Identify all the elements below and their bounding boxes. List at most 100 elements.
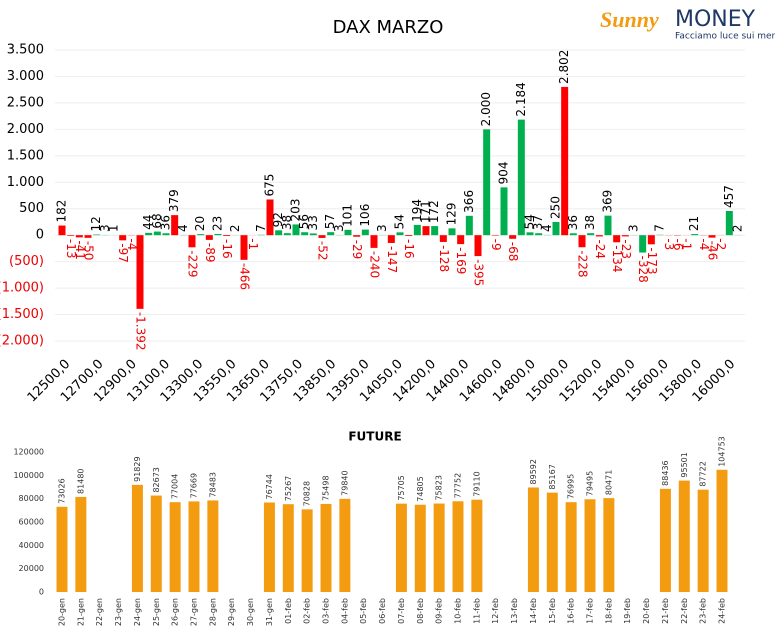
x-tick-label: 27-gen <box>190 598 199 626</box>
data-label: 104753 <box>718 436 727 467</box>
x-tick-label: 01-feb <box>284 598 293 624</box>
bar <box>67 235 75 236</box>
y-tick-label: 60000 <box>19 518 44 527</box>
data-label: -6 <box>671 238 685 250</box>
bar <box>320 503 332 592</box>
data-label: -128 <box>437 245 451 272</box>
bar <box>84 235 92 238</box>
data-label: 87722 <box>699 461 708 486</box>
data-label: -240 <box>368 251 382 278</box>
bar <box>75 235 83 238</box>
data-label: 4 <box>176 224 190 232</box>
data-label: 23 <box>211 216 225 231</box>
bar <box>659 488 671 592</box>
x-tick-label: 16-feb <box>567 598 576 624</box>
data-label: -23 <box>619 239 633 259</box>
bar <box>565 502 577 592</box>
data-label: -1 <box>246 238 260 250</box>
data-label: 75267 <box>284 476 293 501</box>
data-label: 80471 <box>604 470 613 495</box>
y-tick-label: 120000 <box>13 448 44 457</box>
data-label: 4 <box>540 224 554 232</box>
x-tick-label: 04-feb <box>340 598 349 624</box>
bar <box>171 215 179 236</box>
data-label: 3 <box>332 224 346 232</box>
bar <box>603 498 615 592</box>
bar <box>483 129 491 236</box>
x-tick-label: 25-gen <box>152 598 161 626</box>
bar <box>647 235 655 245</box>
bar <box>414 504 426 592</box>
bar <box>353 235 361 237</box>
data-label: -52 <box>316 241 330 261</box>
data-label: 369 <box>601 190 615 213</box>
x-tick-label: 07-feb <box>397 598 406 624</box>
data-label: 76744 <box>265 474 274 499</box>
bar <box>433 503 445 592</box>
data-label: 904 <box>497 161 511 184</box>
bar <box>552 221 560 236</box>
data-label: 172 <box>427 200 441 223</box>
bar <box>75 496 87 592</box>
bar <box>223 235 231 237</box>
bar <box>387 235 395 243</box>
logo-tagline: Facciamo luce sui mercati <box>675 32 775 42</box>
x-tick-label: 05-feb <box>359 598 368 624</box>
data-label: 2.000 <box>479 92 493 126</box>
bar <box>283 233 291 236</box>
data-label: -13 <box>64 239 78 259</box>
data-label: 54 <box>393 214 407 229</box>
bar <box>526 232 534 236</box>
bar <box>207 500 219 592</box>
data-label: 379 <box>167 189 181 212</box>
bar <box>197 234 205 236</box>
y-tick-label: (500) <box>9 254 44 269</box>
y-tick-label: 2.000 <box>7 122 44 137</box>
y-tick-label: 500 <box>19 201 44 216</box>
data-label: 2 <box>228 224 242 232</box>
data-label: 82673 <box>152 467 161 492</box>
y-tick-label: 20000 <box>19 564 44 573</box>
data-label: 75705 <box>397 475 406 500</box>
data-label: 73026 <box>58 478 67 503</box>
data-label: -16 <box>220 239 234 259</box>
x-tick-label: 08-feb <box>416 598 425 624</box>
x-tick-label: 09-feb <box>435 598 444 624</box>
y-tick-label: 0 <box>39 588 44 597</box>
data-label: 106 <box>358 204 372 227</box>
bar <box>282 504 294 592</box>
bar <box>396 232 404 236</box>
y-tick-label: 0 <box>36 228 44 243</box>
x-tick-label: 31-gen <box>265 598 274 626</box>
bar <box>370 235 378 248</box>
data-label: 85167 <box>548 464 557 489</box>
data-label: -4 <box>125 238 139 250</box>
data-label: -134 <box>610 245 624 272</box>
bar <box>301 232 309 236</box>
bar <box>214 233 222 236</box>
chart-title: FUTURE <box>348 430 401 444</box>
bar <box>205 235 213 240</box>
x-tick-label: 20-feb <box>642 598 651 624</box>
data-label: -2 <box>714 238 728 250</box>
data-label: 250 <box>549 196 563 219</box>
data-label: -173 <box>645 247 659 274</box>
bar <box>188 235 196 248</box>
bar <box>153 231 161 236</box>
data-label: 76995 <box>567 474 576 499</box>
logo-money: MONEY <box>675 7 756 32</box>
data-label: -9 <box>489 239 503 251</box>
bar <box>136 235 144 309</box>
bar <box>500 187 508 236</box>
data-label: -466 <box>238 263 252 290</box>
bar <box>318 235 326 238</box>
x-tick-label: 21-feb <box>661 598 670 624</box>
data-label: 203 <box>289 199 303 222</box>
data-label: 37 <box>531 215 545 230</box>
x-tick-label: 22-gen <box>95 598 104 626</box>
data-label: 2 <box>731 224 745 232</box>
data-label: 91829 <box>133 456 142 481</box>
bar <box>613 235 621 243</box>
x-tick-label: 24-gen <box>133 598 142 626</box>
y-tick-label: (1.500) <box>0 307 44 322</box>
